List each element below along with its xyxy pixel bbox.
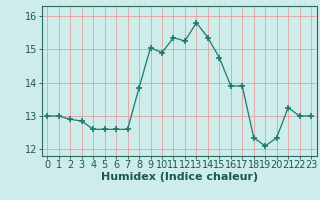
X-axis label: Humidex (Indice chaleur): Humidex (Indice chaleur) [100,172,258,182]
